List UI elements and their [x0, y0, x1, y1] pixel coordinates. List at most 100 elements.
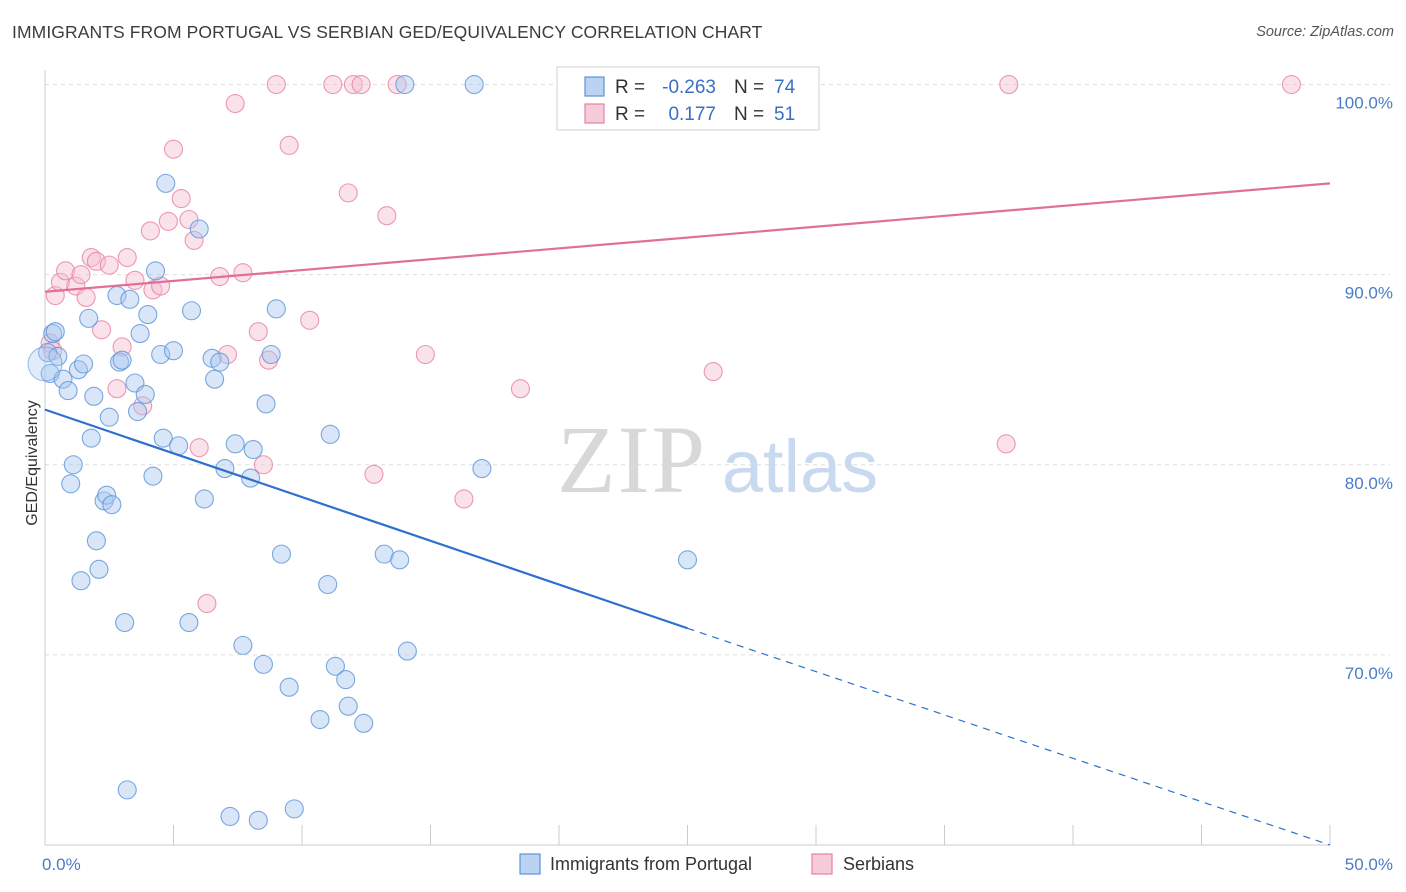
portugal-point-37 — [163, 341, 184, 361]
portugal-point-25 — [117, 780, 137, 800]
axes — [44, 70, 1331, 846]
serbians-point-31 — [248, 322, 268, 342]
portugal-point-61 — [318, 574, 338, 595]
portugal-point-44 — [205, 369, 225, 389]
serbians-point-7 — [76, 287, 96, 308]
portugal-point-34 — [151, 344, 171, 365]
bottom-legend-label-serbians: Serbians — [843, 854, 914, 874]
portugal-point-8 — [63, 455, 83, 475]
legend-swatch-blue — [584, 76, 605, 97]
portugal-point-57 — [271, 544, 291, 564]
serbians-point-11 — [99, 255, 119, 275]
portugal-point-11 — [74, 354, 94, 374]
serbians-point-39 — [343, 74, 363, 95]
serbians-point-24 — [184, 230, 204, 250]
bottom-legend-swatch-portugal — [519, 853, 541, 875]
bottom-legend: Immigrants from Portugal Serbians — [519, 853, 914, 875]
portugal-point-58 — [279, 677, 299, 697]
portugal-point-20 — [102, 495, 122, 515]
portugal-point-35 — [153, 428, 173, 448]
portugal-point-4 — [48, 346, 68, 366]
portugal-point-52 — [248, 810, 268, 830]
portugal-point-50 — [241, 468, 261, 488]
portugal-point-14 — [84, 386, 104, 406]
portugal-point-56 — [266, 299, 286, 319]
portugal-point-42 — [194, 489, 214, 509]
serbians-point-46 — [510, 379, 531, 399]
serbians-point-32 — [253, 455, 274, 475]
trend-lines — [44, 182, 1331, 846]
serbians-point-4 — [56, 261, 76, 281]
serbians-point-30 — [233, 263, 253, 283]
serbians-point-16 — [133, 396, 153, 416]
portugal-trend-line — [44, 408, 688, 630]
watermark-atlas: atlas — [722, 425, 878, 508]
portugal-point-29 — [130, 324, 150, 344]
legend-n-label-2: N = — [734, 104, 764, 125]
serbians-point-25 — [189, 438, 209, 458]
portugal-point-26 — [120, 289, 140, 309]
portugal-point-10 — [71, 571, 91, 591]
serbians-point-41 — [364, 464, 384, 484]
portugal-point-49 — [233, 635, 253, 655]
portugal-point-64 — [336, 670, 356, 690]
portugal-point-12 — [79, 308, 99, 328]
serbians-point-28 — [217, 344, 238, 365]
serbians-point-37 — [323, 74, 343, 95]
legend-n-value-1: 74 — [774, 77, 796, 98]
portugal-point-30 — [135, 384, 155, 404]
serbians-point-14 — [117, 247, 137, 268]
portugal-point-73 — [677, 550, 698, 570]
serbians-point-17 — [140, 221, 160, 241]
portugal-point-24 — [115, 613, 135, 633]
serbians-point-51 — [1281, 74, 1301, 95]
x-tick-label-1: 50.0% — [1345, 855, 1393, 874]
serbians-point-15 — [125, 270, 145, 290]
tick-labels: 100.0% 90.0% 80.0% 70.0% 0.0% 50.0% — [42, 94, 1393, 874]
portugal-point-28 — [127, 401, 148, 422]
portugal-point-39 — [179, 613, 199, 633]
portugal-point-68 — [390, 550, 410, 570]
legend-n-value-2: 51 — [774, 104, 795, 125]
portugal-point-51 — [243, 439, 263, 460]
portugal-point-55 — [261, 344, 281, 365]
watermark-zip: ZIP — [557, 406, 707, 513]
serbians-point-48 — [703, 362, 723, 382]
y-tick-label-2: 80.0% — [1345, 474, 1393, 493]
bottom-legend-label-portugal: Immigrants from Portugal — [550, 854, 752, 874]
portugal-point-66 — [354, 713, 374, 733]
portugal-point-16 — [89, 559, 109, 579]
portugal-point-7 — [61, 474, 81, 494]
serbians-point-50 — [999, 74, 1019, 95]
portugal-point-59 — [284, 799, 304, 819]
legend-r-value-2: 0.177 — [668, 104, 716, 125]
serbians-point-8 — [81, 247, 101, 268]
portugal-point-13 — [81, 428, 101, 448]
portugal-point-65 — [338, 696, 358, 716]
portugal-point-70 — [395, 74, 415, 95]
serbians-point-36 — [300, 310, 320, 330]
serbians-point-40 — [351, 74, 371, 95]
portugal-point-32 — [143, 466, 163, 486]
serbians-point-34 — [266, 74, 286, 95]
chart-title: IMMIGRANTS FROM PORTUGAL VS SERBIAN GED/… — [12, 22, 763, 42]
portugal-point-47 — [220, 806, 240, 827]
portugal-point-54 — [256, 394, 276, 414]
serbians-point-13 — [112, 337, 132, 357]
portugal-point-cluster — [27, 346, 63, 382]
serbians-point-26 — [197, 593, 217, 614]
portugal-point-18 — [97, 485, 117, 505]
portugal-point-33 — [145, 261, 166, 281]
serbians-point-44 — [415, 344, 435, 365]
portugal-point-6 — [58, 381, 78, 401]
serbians-point-43 — [387, 74, 407, 95]
watermark: ZIP atlas — [557, 406, 878, 513]
legend-r-label-1: R = — [615, 77, 645, 98]
portugal-point-62 — [320, 424, 340, 444]
y-tick-label-0: 100.0% — [1335, 94, 1393, 113]
serbians-point-29 — [225, 93, 245, 114]
serbians-point-21 — [163, 139, 184, 159]
serbians-point-6 — [71, 265, 91, 285]
portugal-point-23 — [112, 350, 132, 370]
